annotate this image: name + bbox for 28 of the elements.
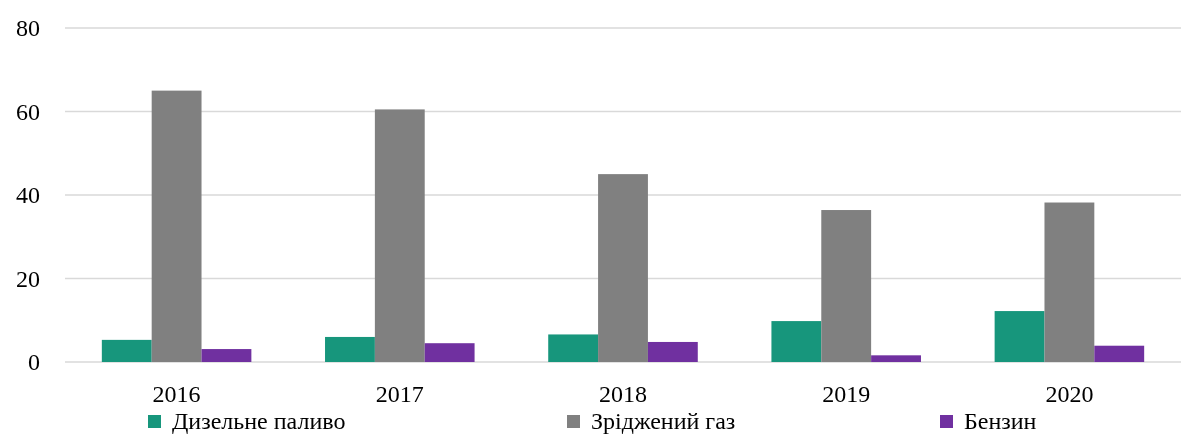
y-tick-label: 40 [16, 182, 40, 209]
bar [1094, 345, 1145, 362]
bar [151, 90, 202, 362]
bar [548, 334, 599, 362]
bar [871, 355, 921, 362]
bar [325, 336, 375, 362]
bar [374, 109, 425, 362]
bar [771, 321, 822, 362]
bar [1044, 202, 1095, 362]
bar [647, 341, 698, 362]
bar [994, 311, 1045, 362]
y-tick-label: 60 [16, 98, 40, 125]
x-tick-label: 2019 [822, 381, 871, 407]
x-tick-label: 2016 [152, 381, 201, 407]
bar [201, 349, 252, 362]
y-tick-label: 80 [16, 15, 40, 42]
x-tick-label: 2020 [1045, 381, 1094, 407]
y-tick-label: 0 [28, 349, 40, 376]
x-tick-label: 2018 [599, 381, 647, 407]
bar [101, 339, 152, 362]
bar [598, 174, 648, 362]
legend-label: Зріджений газ [591, 408, 736, 434]
bar [424, 343, 475, 362]
legend-label: Бензин [964, 408, 1037, 434]
y-tick-label: 20 [16, 265, 40, 292]
x-tick-label: 2017 [375, 381, 424, 407]
legend-label: Дизельне паливо [172, 408, 346, 434]
bar [821, 210, 872, 362]
